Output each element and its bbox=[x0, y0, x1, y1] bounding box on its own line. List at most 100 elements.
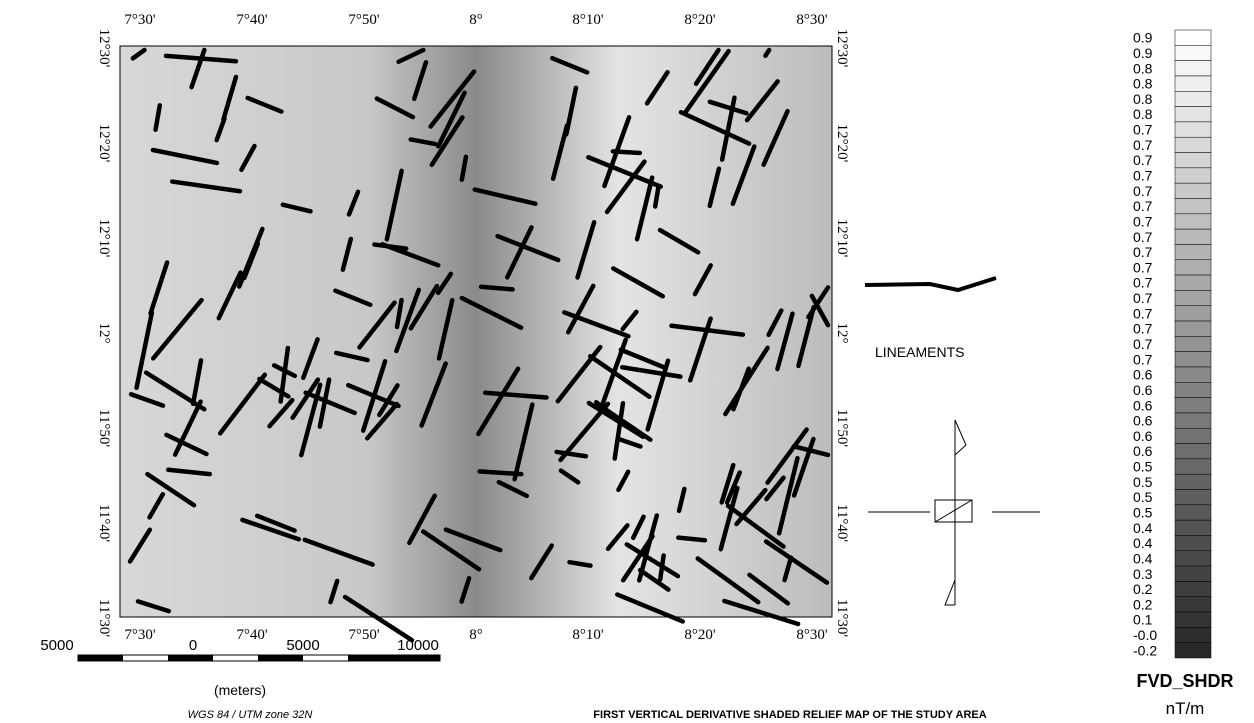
colorbar-step bbox=[1175, 244, 1211, 259]
colorbar-step bbox=[1175, 122, 1211, 137]
lat-label-right: 12°10' bbox=[834, 219, 850, 258]
lat-label-left: 11°30' bbox=[96, 599, 112, 637]
colorbar-step bbox=[1175, 137, 1211, 152]
colorbar-label: 0.7 bbox=[1133, 229, 1153, 245]
colorbar-label: 0.5 bbox=[1133, 489, 1153, 505]
colorbar-title: FVD_SHDR bbox=[1136, 671, 1233, 691]
scale-unit: (meters) bbox=[214, 682, 266, 698]
scale-label: 5000 bbox=[286, 637, 319, 654]
colorbar-label: 0.9 bbox=[1133, 45, 1153, 61]
colorbar-label: 0.5 bbox=[1133, 474, 1153, 490]
colorbar-label: 0.7 bbox=[1133, 321, 1153, 337]
scale-label: 5000 bbox=[40, 637, 73, 654]
colorbar-step bbox=[1175, 597, 1211, 612]
colorbar-label: 0.6 bbox=[1133, 367, 1153, 383]
lat-label-left: 11°50' bbox=[96, 409, 112, 447]
colorbar-label: 0.5 bbox=[1133, 504, 1153, 520]
colorbar-step bbox=[1175, 30, 1211, 45]
colorbar-step bbox=[1175, 260, 1211, 275]
colorbar-step bbox=[1175, 214, 1211, 229]
colorbar-label: 0.4 bbox=[1133, 520, 1153, 536]
colorbar-step bbox=[1175, 382, 1211, 397]
colorbar-step bbox=[1175, 566, 1211, 581]
lat-label-right: 12° bbox=[834, 323, 850, 344]
colorbar-step bbox=[1175, 321, 1211, 336]
lat-label-right: 12°20' bbox=[834, 124, 850, 163]
colorbar-step bbox=[1175, 336, 1211, 351]
scale-label: 0 bbox=[189, 637, 197, 654]
colorbar-step bbox=[1175, 459, 1211, 474]
colorbar-label: 0.7 bbox=[1133, 336, 1153, 352]
colorbar-step bbox=[1175, 229, 1211, 244]
colorbar-step bbox=[1175, 535, 1211, 550]
lon-label-top: 7°30' bbox=[124, 12, 155, 28]
colorbar-label: -0.0 bbox=[1133, 627, 1157, 643]
colorbar-label: 0.6 bbox=[1133, 428, 1153, 444]
colorbar-step bbox=[1175, 413, 1211, 428]
colorbar-label: 0.4 bbox=[1133, 550, 1153, 566]
colorbar-step bbox=[1175, 352, 1211, 367]
lon-label-top: 8°30' bbox=[796, 12, 827, 28]
colorbar-label: 0.5 bbox=[1133, 459, 1153, 475]
north-arrow bbox=[868, 420, 1040, 605]
colorbar-step bbox=[1175, 198, 1211, 213]
lon-label-bottom: 7°40' bbox=[236, 627, 267, 643]
colorbar-label: 0.8 bbox=[1133, 60, 1153, 76]
lat-label-left: 12° bbox=[96, 323, 112, 344]
colorbar-label: 0.7 bbox=[1133, 259, 1153, 275]
colorbar-step bbox=[1175, 76, 1211, 91]
colorbar-step bbox=[1175, 551, 1211, 566]
colorbar-label: 0.7 bbox=[1133, 244, 1153, 260]
colorbar-label: 0.7 bbox=[1133, 305, 1153, 321]
colorbar-step bbox=[1175, 428, 1211, 443]
colorbar-step bbox=[1175, 505, 1211, 520]
lineament bbox=[481, 287, 512, 290]
colorbar-step bbox=[1175, 275, 1211, 290]
colorbar-label: 0.7 bbox=[1133, 122, 1153, 138]
colorbar-step bbox=[1175, 45, 1211, 60]
lon-label-top: 7°50' bbox=[348, 12, 379, 28]
map-title: FIRST VERTICAL DERIVATIVE SHADED RELIEF … bbox=[593, 709, 986, 721]
colorbar-label: 0.7 bbox=[1133, 275, 1153, 291]
colorbar-label: 0.8 bbox=[1133, 106, 1153, 122]
scale-label: 10000 bbox=[397, 637, 439, 654]
scale-bar bbox=[78, 655, 440, 661]
colorbar-label: 0.6 bbox=[1133, 397, 1153, 413]
lon-label-bottom: 8°30' bbox=[796, 627, 827, 643]
colorbar-label: 0.6 bbox=[1133, 413, 1153, 429]
colorbar-step bbox=[1175, 183, 1211, 198]
colorbar-label: 0.7 bbox=[1133, 198, 1153, 214]
colorbar-step bbox=[1175, 107, 1211, 122]
colorbar-label: 0.6 bbox=[1133, 382, 1153, 398]
colorbar-step bbox=[1175, 61, 1211, 76]
colorbar: 0.90.90.80.80.80.80.70.70.70.70.70.70.70… bbox=[1133, 30, 1211, 659]
lon-label-bottom: 8°20' bbox=[684, 627, 715, 643]
lat-label-left: 12°20' bbox=[96, 124, 112, 163]
lat-label-left: 12°30' bbox=[96, 29, 112, 68]
map-page: LINEAMENTS 50000500010000 (meters) WGS 8… bbox=[0, 0, 1254, 723]
colorbar-step bbox=[1175, 474, 1211, 489]
colorbar-label: 0.1 bbox=[1133, 612, 1153, 628]
lat-label-left: 11°40' bbox=[96, 504, 112, 542]
lon-label-bottom: 7°30' bbox=[124, 627, 155, 643]
colorbar-label: 0.7 bbox=[1133, 137, 1153, 153]
lon-label-top: 8°10' bbox=[572, 12, 603, 28]
colorbar-step bbox=[1175, 398, 1211, 413]
colorbar-step bbox=[1175, 168, 1211, 183]
lon-label-bottom: 8° bbox=[469, 627, 483, 643]
colorbar-unit: nT/m bbox=[1166, 699, 1205, 718]
colorbar-label: 0.7 bbox=[1133, 213, 1153, 229]
colorbar-step bbox=[1175, 612, 1211, 627]
lat-label-left: 12°10' bbox=[96, 219, 112, 258]
colorbar-step bbox=[1175, 627, 1211, 642]
lon-label-bottom: 8°10' bbox=[572, 627, 603, 643]
lon-label-top: 8°20' bbox=[684, 12, 715, 28]
colorbar-label: 0.8 bbox=[1133, 91, 1153, 107]
colorbar-step bbox=[1175, 153, 1211, 168]
lon-label-top: 8° bbox=[469, 12, 483, 28]
lat-label-right: 12°30' bbox=[834, 29, 850, 68]
colorbar-step bbox=[1175, 367, 1211, 382]
colorbar-label: 0.6 bbox=[1133, 443, 1153, 459]
colorbar-label: -0.2 bbox=[1133, 642, 1157, 658]
lon-label-top: 7°40' bbox=[236, 12, 267, 28]
